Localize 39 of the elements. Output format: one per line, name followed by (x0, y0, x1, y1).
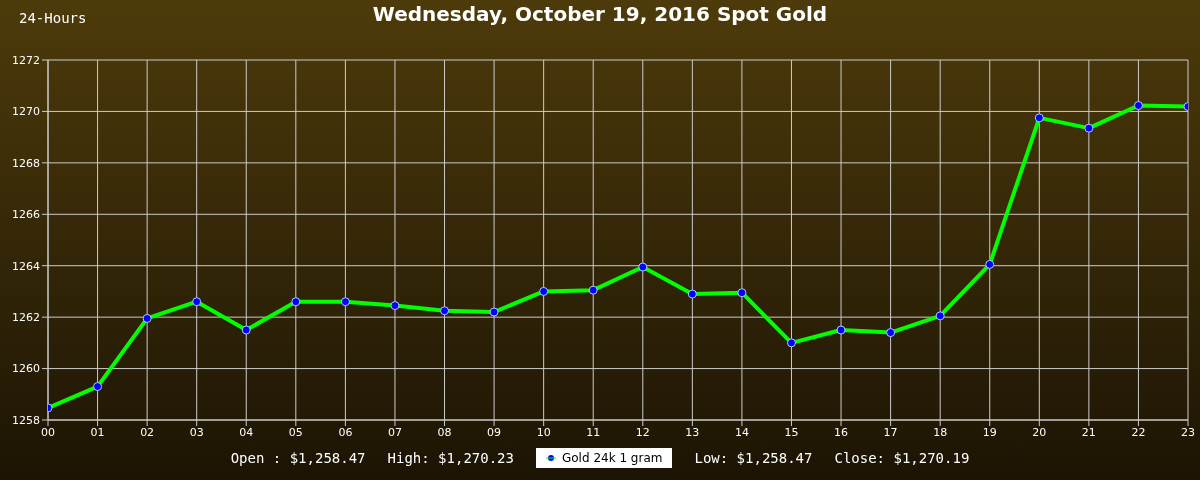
x-tick-label: 15 (784, 425, 799, 439)
chart-title: Wednesday, October 19, 2016 Spot Gold (372, 2, 828, 26)
x-tick-label: 21 (1081, 425, 1096, 439)
x-tick-label: 02 (140, 425, 155, 439)
text: Open : $1,258.47 (230, 450, 366, 466)
x-tick-label: 10 (536, 425, 551, 439)
x-tick-label: 13 (685, 425, 700, 439)
x-tick-label: 17 (883, 425, 898, 439)
text: 24-Hours (19, 10, 87, 26)
y-tick-label: 1258 (12, 413, 40, 427)
y-tick-label: 1272 (12, 53, 40, 67)
x-tick-label: 05 (288, 425, 303, 439)
x-tick-label: 12 (635, 425, 650, 439)
x-tick-label: 18 (933, 425, 948, 439)
y-tick-label: 1270 (12, 105, 40, 119)
y-tick-label: 1268 (12, 156, 40, 170)
x-tick-label: 08 (437, 425, 452, 439)
x-tick-label: 01 (90, 425, 105, 439)
x-tick-label: 00 (41, 425, 55, 439)
x-tick-label: 19 (982, 425, 997, 439)
x-tick-label: 03 (189, 425, 204, 439)
legend-label: Gold 24k 1 gram (560, 451, 663, 465)
y-tick-label: 1264 (12, 259, 40, 273)
y-tick-label: 1266 (12, 208, 40, 222)
x-tick-label: 06 (338, 425, 353, 439)
x-tick-label: 14 (734, 425, 749, 439)
y-tick-label: 1260 (12, 362, 40, 376)
x-tick-label: 04 (239, 425, 254, 439)
text: Low: $1,258.47 (694, 450, 813, 466)
x-tick-label: 16 (834, 425, 849, 439)
x-tick-label: 09 (487, 425, 502, 439)
x-tick-label: 22 (1131, 425, 1146, 439)
text: Close: $1,270.19 (834, 450, 970, 466)
x-tick-label: 11 (586, 425, 601, 439)
x-tick-label: 23 (1181, 425, 1195, 439)
text: High: $1,270.23 (387, 450, 514, 466)
y-tick-label: 1262 (12, 311, 40, 325)
x-tick-label: 20 (1032, 425, 1047, 439)
x-tick-label: 07 (387, 425, 402, 439)
